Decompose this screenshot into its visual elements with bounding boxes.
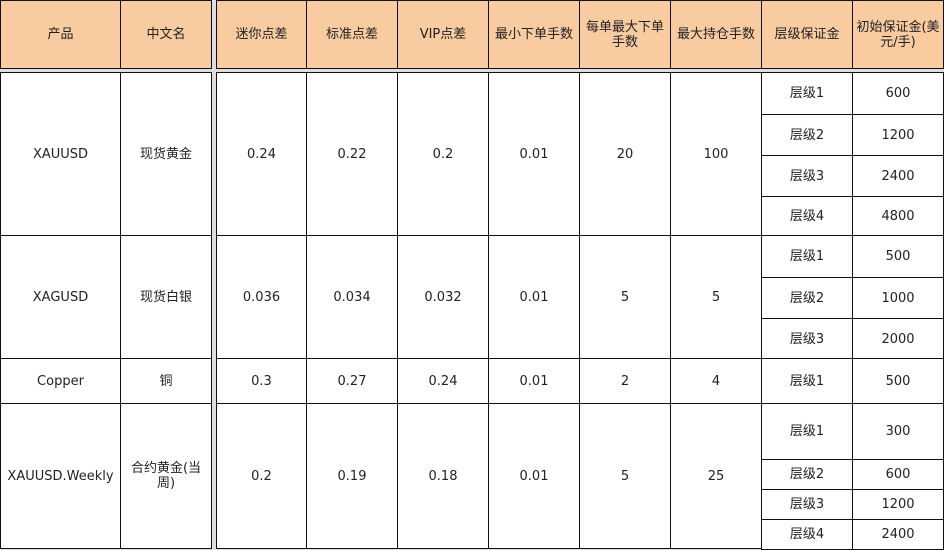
max-position-cell: 4 — [670, 358, 762, 404]
standard-spread-cell: 0.22 — [306, 72, 398, 236]
header-cell: 中文名 — [120, 0, 212, 69]
initial-margin-cell: 1200 — [852, 114, 944, 156]
min-lot-cell: 0.01 — [488, 358, 580, 404]
header-cell: 初始保证金(美元/手) — [852, 0, 944, 69]
tier-level-cell: 层级1 — [761, 403, 853, 460]
initial-margin-cell: 1000 — [852, 277, 944, 319]
min-lot-cell: 0.01 — [488, 235, 580, 359]
initial-margin-cell: 500 — [852, 358, 944, 405]
header-cell: 层级保证金 — [761, 0, 853, 69]
tier-level-cell: 层级3 — [761, 489, 853, 520]
max-lot-per-order-cell: 5 — [579, 235, 671, 359]
chinese-name-cell: 现货白银 — [120, 235, 212, 359]
initial-margin-cell: 2400 — [852, 519, 944, 550]
standard-spread-cell: 0.27 — [306, 358, 398, 404]
header-cell: 迷你点差 — [216, 0, 307, 69]
max-lot-per-order-cell: 20 — [579, 72, 671, 236]
header-cell: 最大持仓手数 — [670, 0, 762, 69]
max-lot-per-order-cell: 2 — [579, 358, 671, 404]
product-cell: XAUUSD — [0, 72, 121, 236]
tier-level-cell: 层级2 — [761, 277, 853, 319]
min-lot-cell: 0.01 — [488, 403, 580, 549]
max-position-cell: 5 — [670, 235, 762, 359]
header-cell: VIP点差 — [397, 0, 489, 69]
initial-margin-cell: 600 — [852, 72, 944, 115]
initial-margin-cell: 600 — [852, 459, 944, 490]
tier-level-cell: 层级2 — [761, 114, 853, 156]
max-position-cell: 25 — [670, 403, 762, 549]
tier-level-cell: 层级4 — [761, 519, 853, 550]
tier-level-cell: 层级3 — [761, 155, 853, 197]
header-cell: 最小下单手数 — [488, 0, 580, 69]
mini-spread-cell: 0.24 — [216, 72, 307, 236]
mini-spread-cell: 0.2 — [216, 403, 307, 549]
header-cell: 每单最大下单手数 — [579, 0, 671, 69]
initial-margin-cell: 1200 — [852, 489, 944, 520]
min-lot-cell: 0.01 — [488, 72, 580, 236]
header-cell: 标准点差 — [306, 0, 398, 69]
vip-spread-cell: 0.032 — [397, 235, 489, 359]
product-cell: Copper — [0, 358, 121, 404]
tier-level-cell: 层级3 — [761, 318, 853, 360]
mini-spread-cell: 0.036 — [216, 235, 307, 359]
header-cell: 产品 — [0, 0, 121, 69]
tier-level-cell: 层级1 — [761, 72, 853, 115]
initial-margin-cell: 500 — [852, 235, 944, 278]
tier-level-cell: 层级4 — [761, 196, 853, 237]
standard-spread-cell: 0.034 — [306, 235, 398, 359]
chinese-name-cell: 现货黄金 — [120, 72, 212, 236]
initial-margin-cell: 300 — [852, 403, 944, 460]
standard-spread-cell: 0.19 — [306, 403, 398, 549]
vip-spread-cell: 0.2 — [397, 72, 489, 236]
vip-spread-cell: 0.18 — [397, 403, 489, 549]
max-lot-per-order-cell: 5 — [579, 403, 671, 549]
product-cell: XAUUSD.Weekly — [0, 403, 121, 549]
max-position-cell: 100 — [670, 72, 762, 236]
tier-level-cell: 层级1 — [761, 358, 853, 405]
vip-spread-cell: 0.24 — [397, 358, 489, 404]
tier-level-cell: 层级2 — [761, 459, 853, 490]
mini-spread-cell: 0.3 — [216, 358, 307, 404]
initial-margin-cell: 2400 — [852, 155, 944, 197]
chinese-name-cell: 合约黄金(当周) — [120, 403, 212, 549]
initial-margin-cell: 2000 — [852, 318, 944, 360]
tier-level-cell: 层级1 — [761, 235, 853, 278]
chinese-name-cell: 铜 — [120, 358, 212, 404]
initial-margin-cell: 4800 — [852, 196, 944, 237]
product-cell: XAGUSD — [0, 235, 121, 359]
